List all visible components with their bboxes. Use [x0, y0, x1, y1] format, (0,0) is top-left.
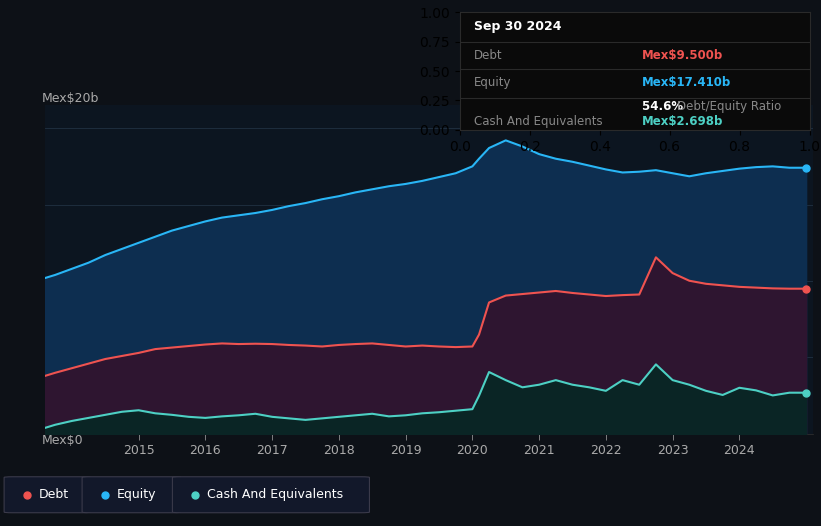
- FancyBboxPatch shape: [82, 477, 181, 513]
- Text: Mex$17.410b: Mex$17.410b: [642, 76, 731, 89]
- Text: Debt: Debt: [39, 488, 69, 501]
- Text: Mex$0: Mex$0: [41, 434, 83, 447]
- Text: Equity: Equity: [474, 76, 511, 89]
- Text: 54.6%: 54.6%: [642, 100, 687, 113]
- Text: Equity: Equity: [117, 488, 156, 501]
- Text: Sep 30 2024: Sep 30 2024: [474, 21, 562, 33]
- Text: Mex$2.698b: Mex$2.698b: [642, 115, 723, 128]
- Text: Debt/Equity Ratio: Debt/Equity Ratio: [677, 100, 781, 113]
- Text: Cash And Equivalents: Cash And Equivalents: [474, 115, 603, 128]
- Text: Debt: Debt: [474, 48, 502, 62]
- Text: Cash And Equivalents: Cash And Equivalents: [207, 488, 343, 501]
- FancyBboxPatch shape: [4, 477, 90, 513]
- Text: Mex$9.500b: Mex$9.500b: [642, 48, 722, 62]
- FancyBboxPatch shape: [172, 477, 369, 513]
- Text: Mex$20b: Mex$20b: [41, 92, 99, 105]
